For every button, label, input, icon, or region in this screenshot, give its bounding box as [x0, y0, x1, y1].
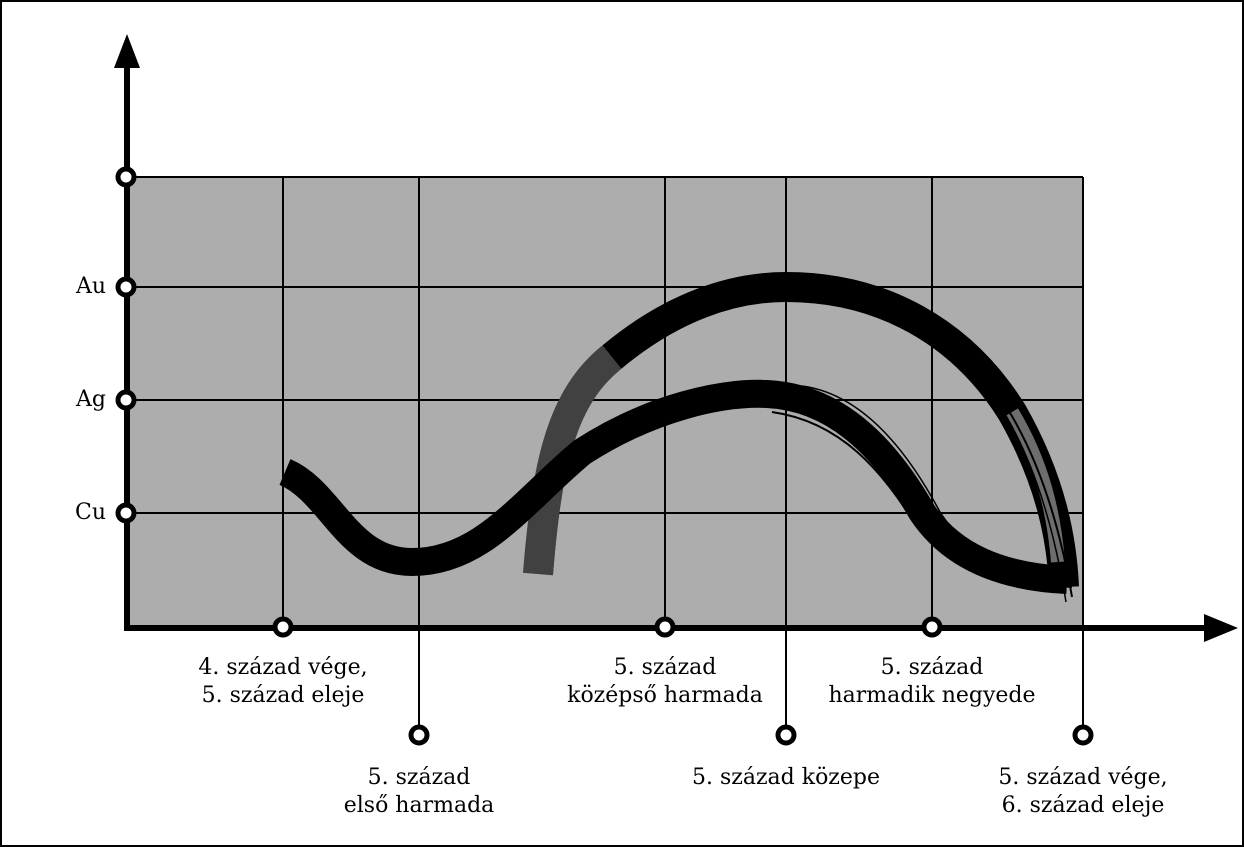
y-marker-ag	[115, 389, 137, 411]
x-label-5: 5. század harmadik negyede	[828, 655, 1036, 708]
x-marker-4	[775, 724, 797, 746]
x-marker-3	[654, 616, 676, 638]
y-markers	[115, 166, 137, 524]
x-label-1: 4. század vége, 5. század eleje	[198, 655, 368, 708]
y-marker-au	[115, 276, 137, 298]
x-label-4: 5. század közepe	[691, 765, 881, 790]
ag-cu-curve	[278, 379, 1078, 594]
x-marker-1	[272, 616, 294, 638]
x-label-6: 5. század vége, 6. század eleje	[998, 765, 1168, 818]
y-label-cu: Cu	[74, 500, 106, 525]
x-marker-2	[408, 724, 430, 746]
y-label-ag: Ag	[76, 387, 106, 412]
y-label-au: Au	[75, 274, 106, 299]
x-markers	[272, 616, 1094, 746]
x-marker-6	[1072, 724, 1094, 746]
au-curve	[523, 271, 1079, 603]
y-axis	[114, 34, 140, 628]
plot-area	[127, 177, 1083, 628]
x-label-2: 5. század első harmada	[343, 765, 495, 818]
x-marker-5	[921, 616, 943, 638]
y-marker-top	[115, 166, 137, 188]
y-marker-cu	[115, 502, 137, 524]
x-label-3: 5. század középső harmada	[567, 655, 763, 708]
